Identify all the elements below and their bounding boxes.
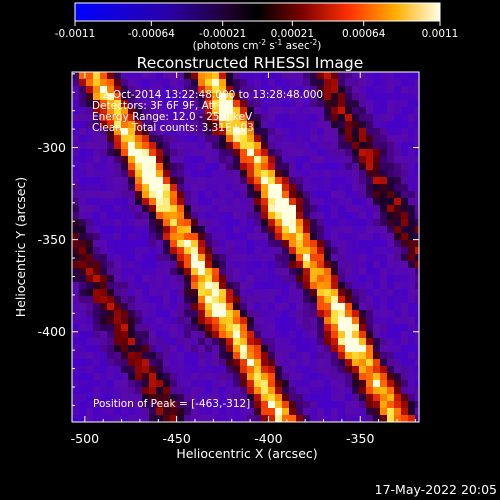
- x-axis-ticks: -500 -450 -400 -350: [71, 72, 416, 446]
- x-tick-label: -450: [162, 431, 190, 446]
- colorbar-tick-label: 0.00064: [342, 28, 386, 40]
- colorbar-tick-label: 0.00021: [271, 28, 314, 40]
- y-tick-label: -350: [38, 232, 66, 247]
- heatmap-image: [72, 72, 419, 422]
- footer-timestamp: 17-May-2022 20:05: [375, 482, 497, 497]
- x-axis-label: Heliocentric X (arcsec): [176, 446, 317, 461]
- chart-title: Reconstructed RHESSI Image: [137, 54, 364, 72]
- x-tick-label: -400: [254, 431, 282, 446]
- peak-position-label: Position of Peak = [-463,-312]: [93, 398, 250, 410]
- colorbar: -0.0011 -0.00064 -0.00021 0.00021 0.00064 0.0…: [55, 2, 459, 52]
- info-line-clean: Clean Total counts: 3.31E+03: [92, 122, 254, 134]
- info-line-time: 2-Oct-2014 13:22:48.000 to 13:28:48.000: [102, 89, 323, 101]
- y-axis-label: Heliocentric Y (arcsec): [13, 177, 28, 317]
- y-axis-ticks: -300 -350 -400: [38, 73, 419, 406]
- colorbar-tick-label: 0.0011: [422, 28, 459, 40]
- info-line-energy: Energy Range: 12.0 - 25.0 keV: [92, 111, 253, 123]
- colorbar-scale: [74, 2, 441, 22]
- info-line-detectors: Detectors: 3F 6F 9F, Att 0: [92, 100, 227, 112]
- colorbar-tick-label: -0.00021: [199, 28, 246, 40]
- y-tick-label: -400: [38, 324, 66, 339]
- info-overlay: 2-Oct-2014 13:22:48.000 to 13:28:48.000 …: [92, 89, 323, 134]
- colorbar-units: (photons cm-2 s-1 asec-2): [193, 38, 322, 52]
- x-tick-label: -350: [346, 431, 374, 446]
- y-tick-label: -300: [38, 140, 66, 155]
- colorbar-tick-label: -0.00064: [128, 28, 176, 40]
- plot-frame: [71, 71, 420, 423]
- colorbar-ticks: -0.0011 -0.00064 -0.00021 0.00021 0.00064 0.0…: [55, 21, 459, 40]
- x-tick-label: -500: [71, 431, 99, 446]
- colorbar-tick-label: -0.0011: [55, 28, 96, 40]
